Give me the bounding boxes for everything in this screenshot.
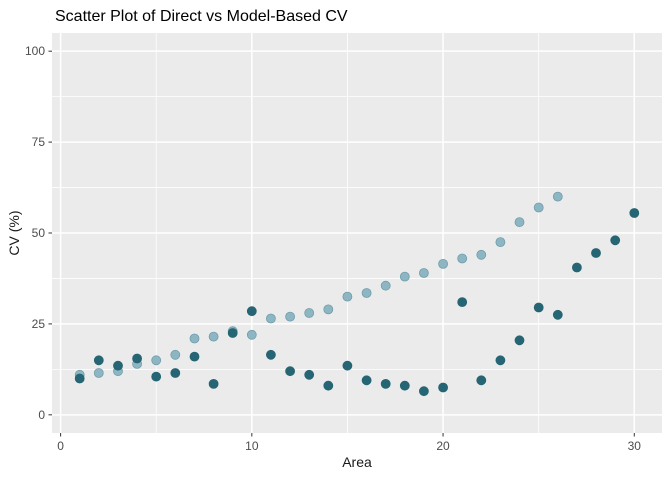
points-group xyxy=(74,191,640,397)
data-point-direct xyxy=(304,369,315,380)
data-point-direct xyxy=(552,309,563,320)
data-point-direct xyxy=(572,262,582,273)
data-point-direct xyxy=(132,353,143,364)
chart-title: Scatter Plot of Direct vs Model-Based CV xyxy=(55,8,348,25)
data-point-model-based xyxy=(476,249,487,260)
data-point-model-based xyxy=(514,217,525,228)
data-point-model-based xyxy=(170,349,181,360)
data-point-model-based xyxy=(438,258,449,269)
data-point-model-based xyxy=(361,288,372,298)
data-point-model-based xyxy=(342,291,353,302)
data-point-direct xyxy=(438,382,449,393)
data-point-direct xyxy=(591,248,601,258)
data-point-direct xyxy=(227,328,238,338)
data-point-direct xyxy=(476,375,487,386)
data-point-direct xyxy=(418,386,429,397)
y-tick-label: 25 xyxy=(32,317,46,331)
data-point-direct xyxy=(342,360,353,371)
data-point-direct xyxy=(285,366,296,377)
data-point-direct xyxy=(93,355,104,366)
gridlines-major-group xyxy=(52,33,662,433)
y-tick-label: 75 xyxy=(32,135,46,149)
data-point-direct xyxy=(208,378,219,389)
data-point-direct xyxy=(514,335,525,346)
data-point-direct xyxy=(246,306,257,317)
data-point-model-based xyxy=(151,355,162,366)
data-point-model-based xyxy=(399,271,410,282)
data-point-model-based xyxy=(265,313,276,324)
y-tick-label: 50 xyxy=(32,226,46,240)
y-tick-label: 100 xyxy=(25,44,45,58)
data-point-model-based xyxy=(552,191,563,202)
x-tick-label: 10 xyxy=(245,439,259,453)
data-point-direct xyxy=(323,380,334,391)
data-point-direct xyxy=(74,373,85,384)
data-point-direct xyxy=(457,297,468,308)
data-point-direct xyxy=(151,371,162,382)
data-point-model-based xyxy=(323,304,334,315)
x-tick-label: 30 xyxy=(628,439,642,453)
y-tick-label: 0 xyxy=(38,408,45,422)
data-point-direct xyxy=(533,302,544,313)
x-tick-label: 20 xyxy=(436,439,450,453)
x-axis-title: Area xyxy=(342,454,372,470)
data-point-model-based xyxy=(285,311,296,322)
data-point-model-based xyxy=(93,368,104,378)
data-point-model-based xyxy=(495,237,506,248)
data-point-model-based xyxy=(380,280,391,291)
data-point-direct xyxy=(610,235,621,246)
data-point-direct xyxy=(629,208,640,218)
data-point-model-based xyxy=(418,268,429,278)
data-point-direct xyxy=(495,355,506,366)
data-point-direct xyxy=(361,375,372,386)
x-tick-label: 0 xyxy=(57,439,64,453)
data-point-model-based xyxy=(304,308,315,318)
tick-marks-group xyxy=(48,50,635,437)
data-point-model-based xyxy=(189,333,200,344)
data-point-direct xyxy=(113,360,123,371)
data-point-model-based xyxy=(208,331,219,342)
data-point-direct xyxy=(380,378,391,389)
data-point-model-based xyxy=(246,329,257,340)
tick-labels-group: 0 10 20 30 0 25 50 75 100 xyxy=(25,44,641,453)
data-point-model-based xyxy=(533,202,544,213)
y-axis-title: CV (%) xyxy=(6,210,22,255)
data-point-direct xyxy=(265,349,276,360)
data-point-model-based xyxy=(457,253,468,264)
data-point-direct xyxy=(399,380,410,391)
data-point-direct xyxy=(189,351,200,362)
data-point-direct xyxy=(170,368,181,378)
